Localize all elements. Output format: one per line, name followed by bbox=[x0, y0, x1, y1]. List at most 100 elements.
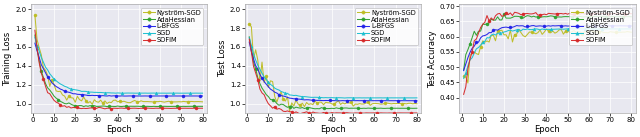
AdaHessian bbox=[148, 106, 156, 107]
Nyström-SGD bbox=[627, 31, 635, 33]
L-BFGS bbox=[141, 95, 149, 97]
X-axis label: Epoch: Epoch bbox=[320, 125, 346, 134]
SGD bbox=[396, 97, 404, 99]
Nyström-SGD bbox=[322, 102, 330, 103]
SGD bbox=[627, 28, 635, 30]
L-BFGS bbox=[349, 100, 357, 101]
Legend: Nyström-SGD, AdaHessian, L-BFGS, SGD, SOFIM: Nyström-SGD, AdaHessian, L-BFGS, SGD, SO… bbox=[355, 8, 418, 45]
AdaHessian bbox=[182, 106, 189, 107]
SGD bbox=[146, 92, 154, 94]
L-BFGS bbox=[564, 25, 572, 27]
AdaHessian bbox=[316, 108, 323, 110]
SGD bbox=[577, 28, 584, 30]
Nyström-SGD bbox=[148, 101, 156, 103]
SOFIM bbox=[627, 13, 635, 15]
SGD bbox=[460, 78, 467, 79]
SOFIM bbox=[349, 112, 357, 114]
AdaHessian bbox=[396, 108, 404, 109]
Nyström-SGD bbox=[141, 101, 149, 102]
Line: SOFIM: SOFIM bbox=[462, 11, 633, 96]
Nyström-SGD bbox=[348, 102, 355, 103]
SOFIM bbox=[564, 13, 572, 15]
SGD bbox=[31, 36, 39, 38]
AdaHessian bbox=[198, 105, 206, 107]
Line: L-BFGS: L-BFGS bbox=[462, 24, 633, 72]
SOFIM bbox=[536, 14, 544, 15]
Nyström-SGD bbox=[413, 103, 420, 105]
Nyström-SGD bbox=[612, 31, 620, 33]
SGD bbox=[611, 28, 618, 30]
Nyström-SGD bbox=[133, 101, 141, 102]
AdaHessian bbox=[611, 16, 618, 18]
Nyström-SGD bbox=[460, 75, 467, 77]
Legend: Nyström-SGD, AdaHessian, L-BFGS, SGD, SOFIM: Nyström-SGD, AdaHessian, L-BFGS, SGD, SO… bbox=[570, 8, 632, 45]
L-BFGS bbox=[320, 100, 328, 101]
L-BFGS bbox=[562, 25, 570, 27]
Nyström-SGD bbox=[349, 105, 357, 107]
L-BFGS bbox=[31, 42, 39, 44]
Nyström-SGD bbox=[536, 29, 544, 31]
Line: Nyström-SGD: Nyström-SGD bbox=[248, 22, 419, 113]
L-BFGS bbox=[396, 100, 404, 102]
Nyström-SGD bbox=[396, 103, 404, 104]
SOFIM bbox=[356, 112, 364, 114]
AdaHessian bbox=[322, 108, 330, 109]
Line: SGD: SGD bbox=[248, 36, 419, 100]
SGD bbox=[341, 97, 349, 99]
Y-axis label: Test Accuracy: Test Accuracy bbox=[428, 30, 436, 88]
Nyström-SGD bbox=[88, 103, 96, 105]
Nyström-SGD bbox=[182, 101, 189, 102]
AdaHessian bbox=[362, 108, 370, 109]
AdaHessian bbox=[564, 16, 572, 18]
Nyström-SGD bbox=[579, 33, 586, 34]
SGD bbox=[140, 92, 147, 94]
AdaHessian bbox=[103, 106, 111, 107]
AdaHessian bbox=[562, 16, 570, 17]
SOFIM bbox=[182, 107, 189, 109]
Nyström-SGD bbox=[464, 82, 472, 84]
SOFIM bbox=[108, 108, 115, 110]
L-BFGS bbox=[348, 100, 355, 102]
Nyström-SGD bbox=[135, 101, 143, 103]
SOFIM bbox=[101, 108, 109, 110]
SGD bbox=[562, 28, 570, 30]
AdaHessian bbox=[536, 17, 544, 18]
SOFIM bbox=[611, 13, 618, 14]
SGD bbox=[362, 97, 370, 99]
AdaHessian bbox=[570, 16, 578, 18]
L-BFGS bbox=[135, 95, 143, 97]
SOFIM bbox=[348, 112, 355, 114]
L-BFGS bbox=[335, 100, 342, 102]
SGD bbox=[131, 92, 138, 94]
SOFIM bbox=[460, 94, 467, 95]
X-axis label: Epoch: Epoch bbox=[534, 125, 561, 134]
AdaHessian bbox=[627, 16, 635, 18]
SGD bbox=[106, 92, 113, 94]
SOFIM bbox=[296, 113, 304, 115]
L-BFGS bbox=[133, 95, 141, 97]
L-BFGS bbox=[106, 95, 113, 96]
Line: SGD: SGD bbox=[33, 36, 204, 95]
Legend: Nyström-SGD, AdaHessian, L-BFGS, SGD, SOFIM: Nyström-SGD, AdaHessian, L-BFGS, SGD, SO… bbox=[141, 8, 204, 45]
AdaHessian bbox=[577, 16, 584, 17]
Nyström-SGD bbox=[572, 32, 580, 33]
Line: SOFIM: SOFIM bbox=[248, 38, 419, 115]
SGD bbox=[133, 92, 141, 94]
SGD bbox=[568, 28, 576, 30]
SOFIM bbox=[562, 13, 570, 14]
L-BFGS bbox=[356, 100, 364, 102]
Y-axis label: Training Loss: Training Loss bbox=[3, 32, 12, 86]
AdaHessian bbox=[500, 14, 508, 15]
Nyström-SGD bbox=[198, 101, 206, 103]
AdaHessian bbox=[133, 105, 141, 107]
Nyström-SGD bbox=[566, 32, 573, 33]
SOFIM bbox=[141, 107, 149, 109]
L-BFGS bbox=[413, 100, 420, 102]
AdaHessian bbox=[349, 107, 357, 109]
AdaHessian bbox=[356, 108, 364, 109]
L-BFGS bbox=[182, 95, 189, 97]
Nyström-SGD bbox=[31, 15, 39, 16]
L-BFGS bbox=[198, 95, 206, 97]
SGD bbox=[356, 97, 364, 99]
SGD bbox=[320, 97, 328, 99]
